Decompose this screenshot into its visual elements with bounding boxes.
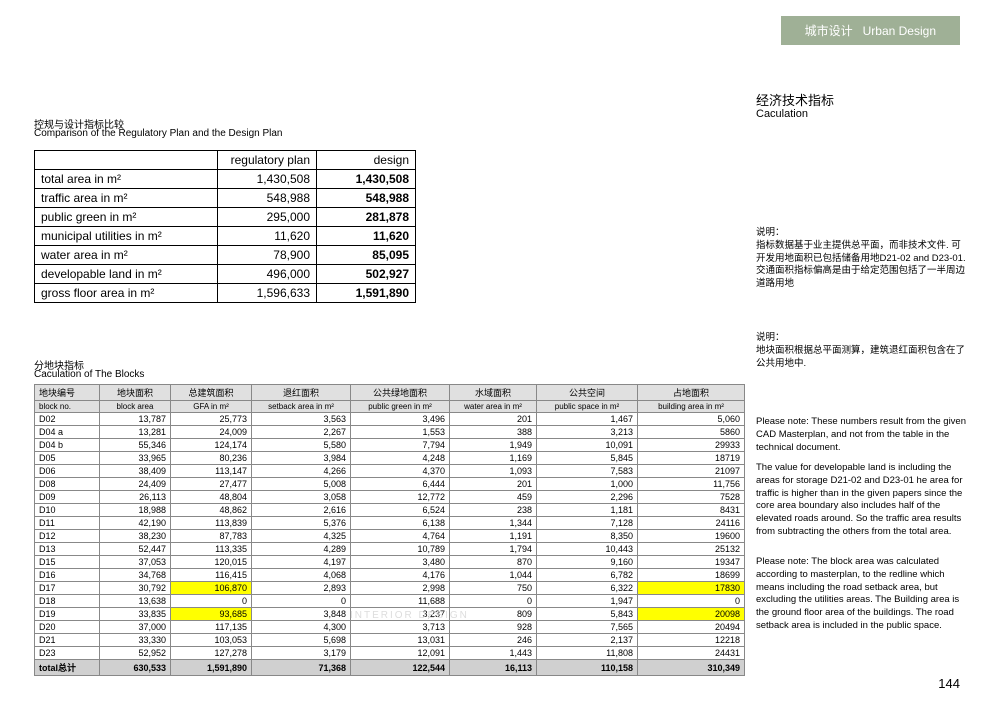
table-row: D0638,409113,1474,2664,3701,0937,5832109… [35,465,745,478]
page-number: 144 [938,676,960,691]
table-row: D1537,053120,0154,1973,4808709,16019347 [35,556,745,569]
table-row: D1933,83593,6853,8483,2378095,84320098 [35,608,745,621]
page-title-en: Caculation [756,108,808,120]
table-row: regulatory plan design [35,151,416,170]
table-row: D0926,11348,8043,05812,7724592,2967528 [35,491,745,504]
note-en-3: Please note: The block area was calculat… [756,556,966,633]
table-row: D04 a13,28124,0092,2671,5533883,2135860 [35,426,745,439]
table-row: D1730,792106,8702,8932,9987506,32217830 [35,582,745,595]
table-row: D04 b55,346124,1745,5807,7941,94910,0912… [35,439,745,452]
table-row: D0824,40927,4775,0086,4442011,00011,756 [35,478,745,491]
table-row: D2037,000117,1354,3003,7139287,56520494 [35,621,745,634]
blocks-table: 地块编号地块面积总建筑面积退红面积公共绿地面积水域面积公共空间占地面积block… [34,384,745,676]
note-cn-2: 说明：地块面积根据总平面测算，建筑退红面积包含在了公共用地中. [756,332,966,370]
table-row: public green in m²295,000281,878 [35,208,416,227]
table-row: D0213,78725,7733,5633,4962011,4675,060 [35,413,745,426]
table-row: water area in m²78,90085,095 [35,246,416,265]
table-row-total: total总计630,5331,591,89071,368122,54416,1… [35,660,745,676]
hdr-reg: regulatory plan [218,151,317,170]
note-en-1: Please note: These numbers result from t… [756,416,966,454]
table-row: traffic area in m²548,988548,988 [35,189,416,208]
table-row: D1238,23087,7834,3254,7641,1918,35019600 [35,530,745,543]
table-row: D1018,98848,8622,6166,5242381,1818431 [35,504,745,517]
table-row: D2133,330103,0535,69813,0312462,13712218 [35,634,745,647]
table-row: block no.block areaGFA in m²setback area… [35,401,745,413]
header-cn: 城市设计 [805,24,853,38]
comparison-table: regulatory plan design total area in m²1… [34,150,416,303]
note-en-2: The value for developable land is includ… [756,462,966,539]
sec2-title-en: Caculation of The Blocks [34,369,144,380]
table-row: total area in m²1,430,5081,430,508 [35,170,416,189]
header-en: Urban Design [863,24,936,38]
table-row: D1813,6380011,68801,9470 [35,595,745,608]
table-row: D2352,952127,2783,17912,0911,44311,80824… [35,647,745,660]
page-title-cn: 经济技术指标 [756,90,834,109]
table-row: D0533,96580,2363,9844,2481,1695,84518719 [35,452,745,465]
hdr-des: design [317,151,416,170]
header-badge: 城市设计 Urban Design [781,16,960,45]
table-row: developable land in m²496,000502,927 [35,265,416,284]
table-row: D1634,768116,4154,0684,1761,0446,7821869… [35,569,745,582]
table-row: D1142,190113,8395,3766,1381,3447,1282411… [35,517,745,530]
table-row: D1352,447113,3354,28910,7891,79410,44325… [35,543,745,556]
sec1-title-en: Comparison of the Regulatory Plan and th… [34,128,282,139]
table-row: gross floor area in m²1,596,6331,591,890 [35,284,416,303]
note-cn-1: 说明：指标数据基于业主提供总平面，而非技术文件. 可开发用地面积已包括储备用地D… [756,227,966,291]
table-row: 地块编号地块面积总建筑面积退红面积公共绿地面积水域面积公共空间占地面积 [35,385,745,401]
table-row: municipal utilities in m²11,62011,620 [35,227,416,246]
